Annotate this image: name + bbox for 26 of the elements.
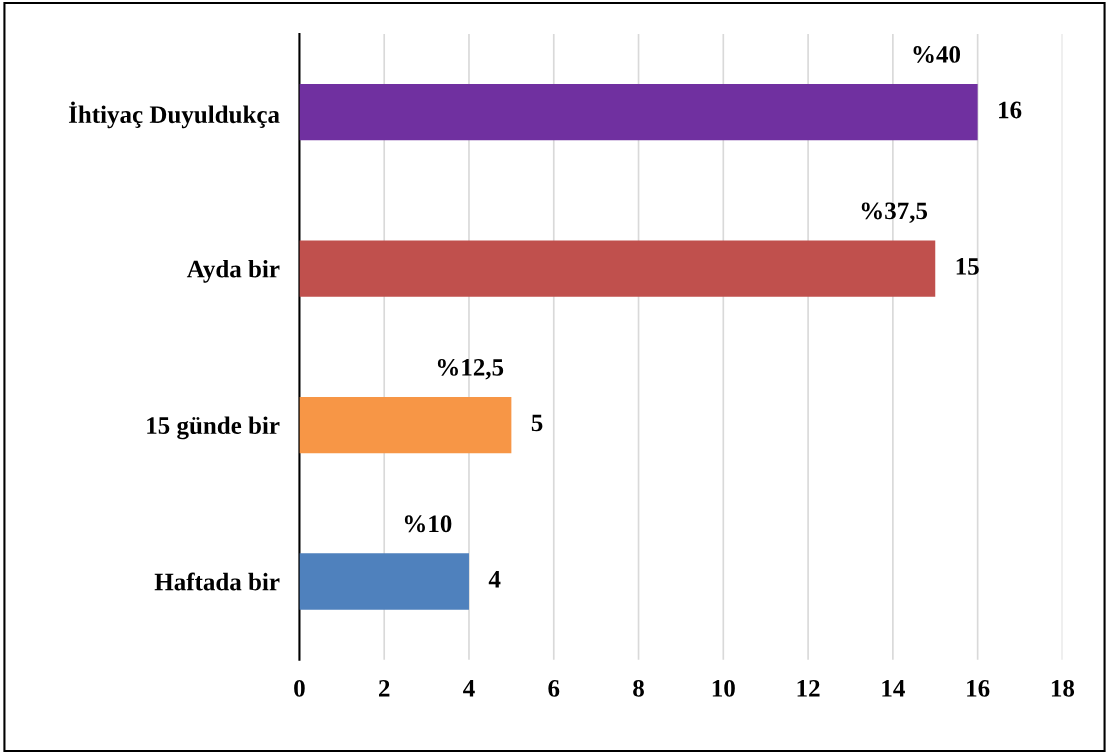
x-tick-label: 2 — [379, 679, 390, 697]
x-tick-label: 10 — [712, 679, 735, 697]
x-tick-label: 6 — [548, 679, 560, 697]
data-label: 4 — [488, 571, 501, 588]
annotation: %12,5 — [437, 358, 504, 380]
x-tick-label: 4 — [463, 680, 475, 697]
bar — [299, 84, 978, 141]
data-label: 15 — [956, 258, 979, 275]
x-tick-label: 8 — [633, 679, 644, 697]
y-tick-label: 15 günde bir — [147, 416, 280, 440]
y-tick-label: Haftada bir — [154, 572, 280, 591]
bar — [299, 240, 936, 297]
y-tick-label: Ayda bir — [186, 259, 280, 283]
data-label: 16 — [999, 101, 1022, 119]
bar — [299, 553, 469, 610]
data-label: 5 — [531, 414, 543, 432]
annotation: %40 — [913, 45, 961, 63]
x-tick-label: 18 — [1051, 679, 1075, 697]
x-tick-label: 0 — [294, 679, 305, 697]
y-tick-label: İhtiyaç Duyuldukça — [68, 101, 280, 129]
annotation: %37,5 — [861, 202, 928, 223]
annotation: %10 — [404, 515, 452, 533]
x-tick-label: 16 — [967, 679, 990, 697]
x-tick-label: 14 — [882, 680, 905, 697]
x-tick-label: 12 — [797, 679, 820, 697]
bar — [299, 396, 512, 454]
